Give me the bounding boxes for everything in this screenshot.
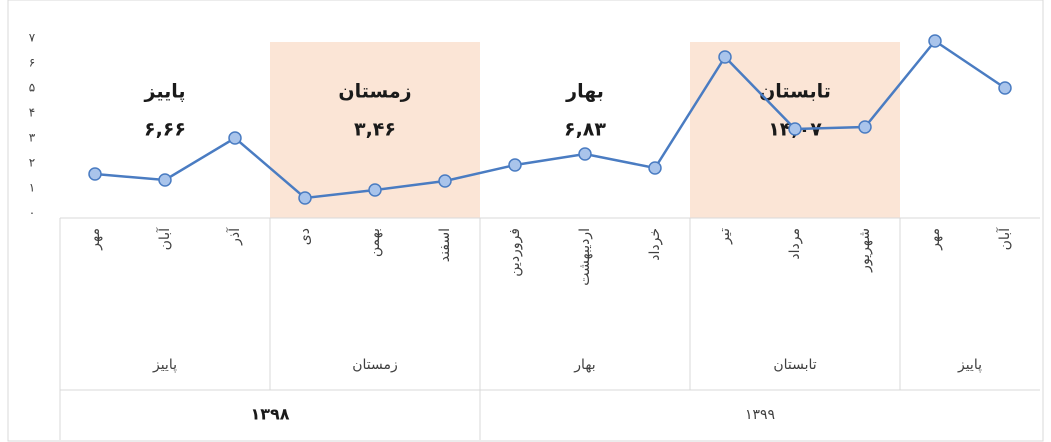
annotation-total: ۳,۴۶ — [354, 119, 396, 141]
season-label: بهار — [573, 357, 595, 373]
x-tick-label: فروردین — [507, 228, 523, 277]
point — [88, 167, 102, 181]
point — [158, 173, 172, 187]
point — [368, 183, 382, 197]
annotation-total: ۶,۶۶ — [144, 119, 186, 141]
annotation-total: ۶,۸۳ — [564, 119, 606, 141]
chart-frame — [7, 0, 1044, 442]
x-tick-label: آبان — [156, 227, 173, 250]
x-tick-label: شهریور — [857, 228, 873, 273]
y-tick-label: ۵ — [29, 81, 35, 95]
x-tick-label: آبان — [996, 227, 1013, 250]
point — [648, 161, 662, 175]
x-tick-label: مهر — [87, 228, 103, 251]
point — [718, 50, 732, 64]
y-tick-label: ۳ — [29, 131, 36, 145]
point — [228, 131, 242, 145]
annotation-title: زمستان — [338, 81, 411, 103]
y-tick-label: ۴ — [29, 106, 35, 120]
season-label: پاییز — [152, 357, 177, 373]
point — [438, 174, 452, 188]
x-tick-label: بهمن — [367, 228, 383, 257]
y-tick-label: ۰ — [29, 206, 35, 220]
point — [788, 122, 802, 136]
season-label: تابستان — [773, 357, 816, 373]
season-label: پاییز — [957, 357, 982, 373]
y-tick-label: ۶ — [29, 56, 35, 70]
point — [508, 158, 522, 172]
annotation-title: پاییز — [144, 81, 186, 103]
year-label: ۱۳۹۸ — [250, 405, 289, 424]
season-label: زمستان — [352, 357, 398, 373]
year-label: ۱۳۹۹ — [745, 407, 775, 423]
x-tick-label: خرداد — [647, 228, 663, 261]
point — [998, 81, 1012, 95]
y-tick-label: ۷ — [29, 31, 36, 45]
x-tick-label: مهر — [927, 228, 943, 251]
x-tick-label: تیر — [717, 228, 733, 245]
point — [578, 147, 592, 161]
x-tick-label: اردیبهشت — [577, 228, 593, 286]
point — [298, 191, 312, 205]
annotation-title: بهار — [565, 81, 604, 103]
annotation-title: تابستان — [759, 81, 831, 103]
x-tick-label: مرداد — [787, 228, 803, 260]
series-line — [94, 39, 1006, 200]
point — [858, 120, 872, 134]
y-tick-label: ۲ — [29, 156, 35, 170]
x-tick-label: آذر — [226, 227, 243, 246]
x-tick-label: دی — [297, 228, 313, 245]
y-tick-label: ۱ — [29, 181, 35, 195]
x-tick-label: اسفند — [437, 228, 453, 262]
point — [928, 34, 942, 48]
